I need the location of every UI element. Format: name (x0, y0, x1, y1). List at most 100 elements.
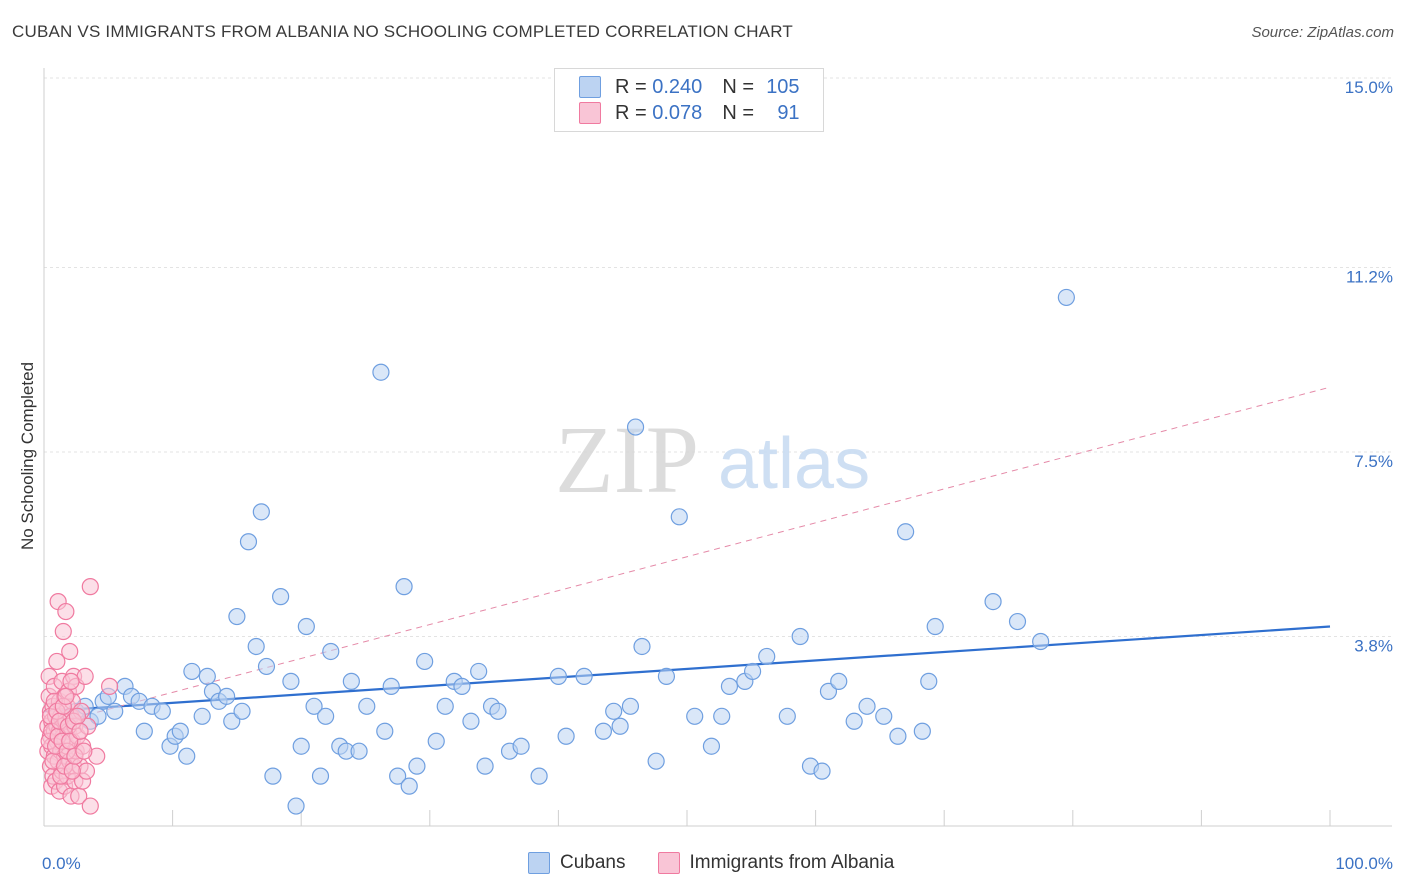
data-point (813, 762, 831, 780)
data-point (462, 712, 480, 730)
data-point (530, 767, 548, 785)
data-point (342, 672, 360, 690)
data-point (686, 707, 704, 725)
data-point (233, 702, 251, 720)
y-axis-title: No Schooling Completed (18, 362, 37, 550)
data-point (984, 592, 1002, 611)
series-albania-points (39, 578, 119, 815)
data-point (317, 707, 335, 725)
data-point (926, 617, 944, 636)
data-point (557, 727, 575, 745)
data-point (845, 712, 863, 730)
data-point (1032, 632, 1050, 651)
data-point (830, 672, 848, 690)
x-tick-label-max: 100.0% (1335, 854, 1393, 873)
legend-row-cubans: R = 0.240 N = 105 (579, 75, 800, 99)
x-tick-label-min: 0.0% (42, 854, 81, 873)
legend-n-label: N = (722, 75, 754, 98)
x-tick-labels: 0.0% 100.0% (42, 854, 1393, 873)
data-point (322, 642, 340, 661)
data-point (453, 677, 471, 695)
data-point (358, 697, 376, 715)
series-label-cubans: Cubans (560, 852, 626, 873)
data-points (39, 288, 1075, 815)
data-point (575, 667, 593, 686)
data-point (512, 737, 530, 755)
data-point (489, 702, 507, 720)
data-point (287, 797, 305, 815)
data-point (54, 622, 72, 641)
data-point (382, 677, 400, 695)
data-point (297, 617, 315, 636)
data-point (305, 697, 323, 715)
y-tick-label: 3.8% (1354, 637, 1393, 656)
data-point (223, 712, 241, 730)
series-legend-albania[interactable]: Immigrants from Albania (657, 852, 895, 874)
series-cubans-points (50, 288, 1075, 815)
data-point (621, 697, 640, 715)
data-point (611, 717, 629, 735)
chart-title: CUBAN VS IMMIGRANTS FROM ALBANIA NO SCHO… (12, 22, 793, 41)
data-point (713, 707, 731, 725)
trend-line-cubans (43, 625, 1331, 713)
data-point (81, 578, 99, 596)
data-point (1057, 288, 1075, 307)
data-point (48, 652, 66, 671)
data-point (68, 707, 87, 725)
series-label-albania: Immigrants from Albania (689, 852, 895, 873)
data-point (647, 752, 665, 770)
legend-n-label: N = (722, 101, 754, 124)
data-point (252, 503, 270, 521)
data-point (153, 702, 171, 720)
data-point (389, 767, 407, 785)
trend-lines (43, 386, 1331, 727)
data-point (1008, 612, 1027, 631)
data-point (657, 667, 676, 686)
data-point (395, 578, 413, 596)
data-point (61, 732, 79, 750)
data-point (193, 707, 211, 725)
data-point (89, 707, 107, 725)
source-label: Source: ZipAtlas.com (1251, 24, 1394, 41)
data-point (71, 722, 89, 740)
data-point (218, 687, 236, 705)
data-point (257, 657, 276, 676)
data-point (875, 707, 893, 725)
data-point (633, 637, 651, 656)
data-point (758, 647, 776, 666)
data-point (897, 523, 915, 541)
data-point (913, 722, 931, 740)
data-point (75, 742, 93, 760)
data-point (350, 742, 368, 760)
data-point (57, 602, 75, 621)
legend-r-value: 0.240 (652, 75, 703, 98)
data-point (135, 722, 153, 740)
data-point (858, 697, 876, 715)
data-point (720, 677, 739, 695)
legend-swatch-cubans (579, 76, 601, 98)
legend-n-value: 105 (766, 75, 800, 98)
data-point (228, 607, 246, 626)
data-point (400, 777, 418, 795)
watermark: ZIP atlas (555, 406, 870, 513)
data-point (282, 672, 300, 690)
data-point (198, 667, 216, 686)
legend-r-value: 0.078 (652, 101, 703, 124)
data-point (476, 757, 494, 775)
data-point (372, 363, 390, 381)
data-point (311, 767, 330, 785)
data-point (605, 702, 623, 720)
data-point (416, 652, 434, 671)
data-point (702, 737, 721, 755)
series-legend-cubans[interactable]: Cubans (528, 852, 626, 874)
series-swatch-cubans (528, 852, 550, 874)
data-point (183, 662, 201, 681)
series-legend: Cubans Immigrants from Albania (528, 852, 926, 874)
legend-row-albania: R = 0.078 N = 91 (579, 101, 800, 125)
data-point (61, 642, 79, 661)
trend-line-albania (43, 386, 1331, 727)
data-point (408, 757, 426, 775)
data-point (57, 687, 75, 705)
data-point (427, 732, 445, 750)
y-tick-label: 15.0% (1345, 78, 1393, 97)
